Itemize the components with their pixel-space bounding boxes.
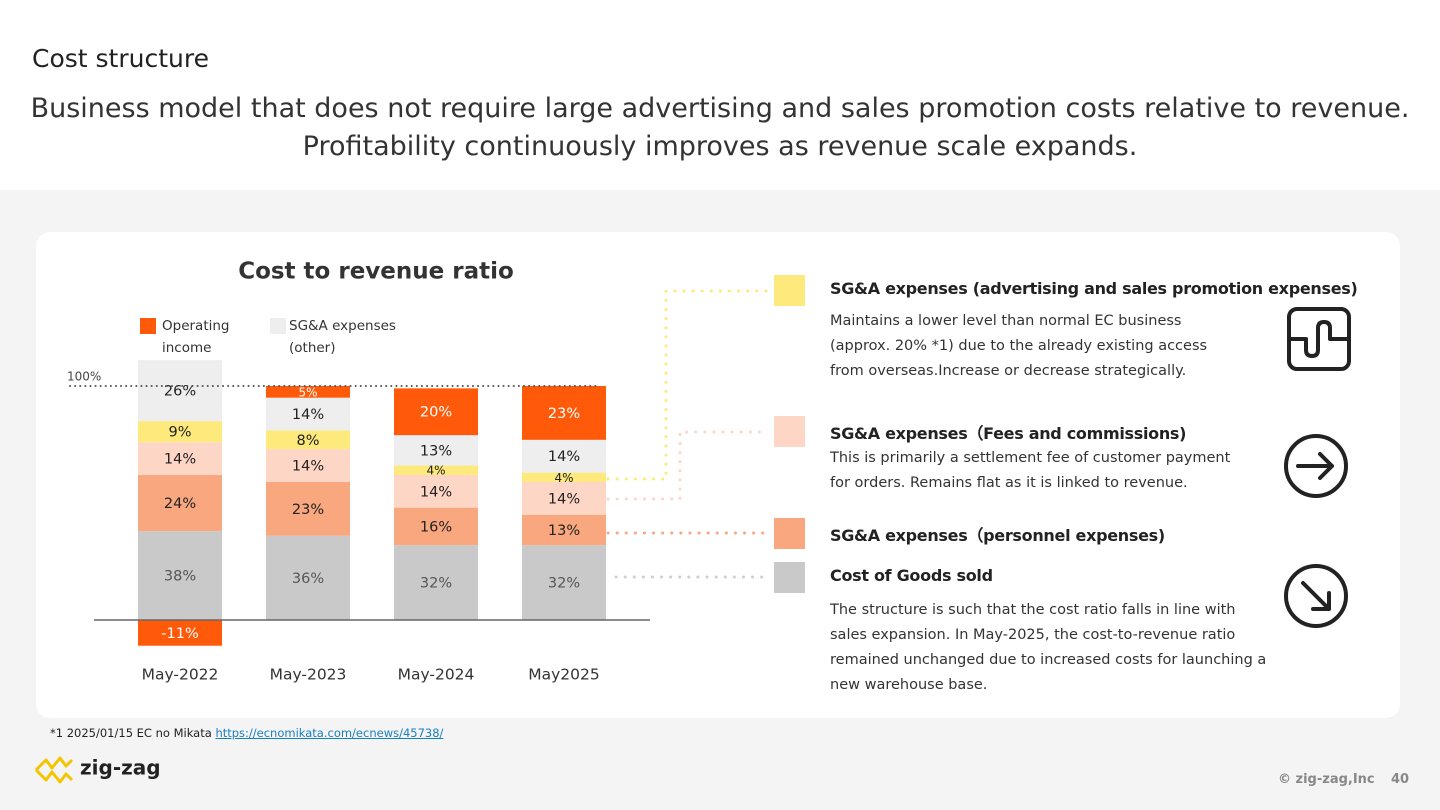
footnote-link[interactable]: https://ecnomikata.com/ecnews/45738/	[215, 726, 444, 740]
legend-swatch	[774, 275, 805, 306]
bar-segment	[266, 449, 350, 482]
bar-segment	[394, 465, 478, 475]
data-label: 8%	[296, 433, 319, 449]
data-label: -11%	[161, 626, 198, 642]
bar-segment	[522, 514, 606, 546]
data-label: 23%	[548, 406, 580, 422]
icon-wave-line	[1287, 320, 1351, 358]
bar-segment	[266, 430, 350, 450]
connector	[606, 430, 770, 501]
icon-down	[1284, 564, 1348, 628]
bar-segment	[138, 442, 222, 475]
data-label: 5%	[298, 385, 317, 399]
x-tick-label: May-2022	[142, 666, 219, 684]
data-label: 16%	[420, 519, 452, 535]
x-tick-label: May-2023	[270, 666, 347, 684]
detail-text: sales expansion. In May-2025, the cost-t…	[830, 627, 1236, 643]
data-label: 14%	[292, 407, 324, 423]
legend-label: Operating income	[162, 318, 230, 356]
bar-segment	[266, 481, 350, 536]
bar-segment	[394, 388, 478, 436]
data-label: 14%	[548, 491, 580, 507]
bar-segment	[522, 481, 606, 515]
connector	[606, 289, 770, 481]
detail-text: for orders. Remains flat as it is linked…	[830, 475, 1188, 491]
x-tick-label: May2025	[528, 666, 600, 684]
detail-text: Maintains a lower level than normal EC b…	[830, 313, 1182, 329]
bar-segment	[138, 360, 222, 422]
data-label: 20%	[420, 405, 452, 421]
data-label: 14%	[164, 452, 196, 468]
bar-segment	[138, 474, 222, 532]
bar-segment	[394, 545, 478, 620]
logo-text: zig-zag	[80, 756, 161, 780]
bar-segment	[394, 435, 478, 466]
x-tick-label: May-2024	[398, 666, 475, 684]
bar-segment	[266, 535, 350, 620]
footnote: *1 2025/01/15 EC no Mikata https://ecnom…	[50, 726, 443, 740]
data-label: 4%	[426, 464, 445, 478]
icon-down-arrow	[1301, 581, 1331, 611]
data-label: 32%	[420, 576, 452, 592]
detail-text: new warehouse base.	[830, 677, 988, 693]
data-label: 14%	[420, 484, 452, 500]
legend-label: SG&A expenses (other)	[289, 318, 396, 356]
reference-label: 100%	[67, 370, 101, 384]
icon-right	[1284, 434, 1348, 498]
headline: Business model that does not require lar…	[30, 93, 1410, 124]
copyright: © zig-zag,Inc	[1278, 772, 1375, 787]
bar-segment	[522, 472, 606, 482]
bar-segment	[394, 474, 478, 508]
detail-text: This is primarily a settlement fee of cu…	[830, 450, 1231, 466]
card	[36, 232, 1400, 718]
detail-text: remained unchanged due to increased cost…	[830, 652, 1267, 668]
data-label: 4%	[554, 471, 573, 485]
bar-segment	[394, 507, 478, 546]
detail-heading: SG&A expenses (advertising and sales pro…	[830, 279, 1358, 298]
detail-heading: SG&A expenses（personnel expenses)	[830, 526, 1165, 545]
detail-text: from overseas.Increase or decrease strat…	[830, 363, 1187, 379]
detail-text: The structure is such that the cost rati…	[830, 602, 1236, 618]
bar-segment	[522, 439, 606, 473]
bar-segment	[138, 421, 222, 443]
bar-segment	[138, 620, 222, 646]
data-label: 14%	[292, 459, 324, 475]
chart-title: Cost to revenue ratio	[238, 259, 514, 285]
data-label: 38%	[164, 569, 196, 585]
data-label: 13%	[420, 443, 452, 459]
legend-swatch	[774, 562, 805, 593]
bar-segment	[522, 386, 606, 440]
data-label: 36%	[292, 571, 324, 587]
legend-swatch	[270, 318, 286, 334]
icon-right-arrow	[1296, 452, 1334, 480]
data-label: 24%	[164, 496, 196, 512]
data-label: 13%	[548, 523, 580, 539]
data-label: 9%	[168, 425, 191, 441]
icons	[1284, 307, 1351, 628]
data-label: 32%	[548, 576, 580, 592]
header-band	[0, 0, 1440, 190]
legend-swatch	[774, 416, 805, 447]
bar-segment	[138, 531, 222, 620]
bar-segment	[266, 386, 350, 398]
legend-swatch	[774, 518, 805, 549]
bar-segment	[522, 545, 606, 620]
data-label: 14%	[548, 449, 580, 465]
legend-swatch	[140, 318, 156, 334]
data-label: 23%	[292, 502, 324, 518]
detail-heading: SG&A expenses（Fees and commissions)	[830, 424, 1187, 443]
logo-mark	[34, 756, 74, 784]
bar-segment	[266, 397, 350, 431]
detail-text: (approx. 20% *1) due to the already exis…	[830, 338, 1208, 354]
detail-heading: Cost of Goods sold	[830, 566, 993, 585]
page-title: Cost structure	[32, 44, 209, 73]
footnote-text: *1 2025/01/15 EC no Mikata	[50, 726, 212, 740]
page-number: 40	[1391, 772, 1410, 787]
connectors	[606, 289, 770, 579]
headline: Profitability continuously improves as r…	[302, 131, 1138, 162]
data-label: 26%	[164, 384, 196, 400]
